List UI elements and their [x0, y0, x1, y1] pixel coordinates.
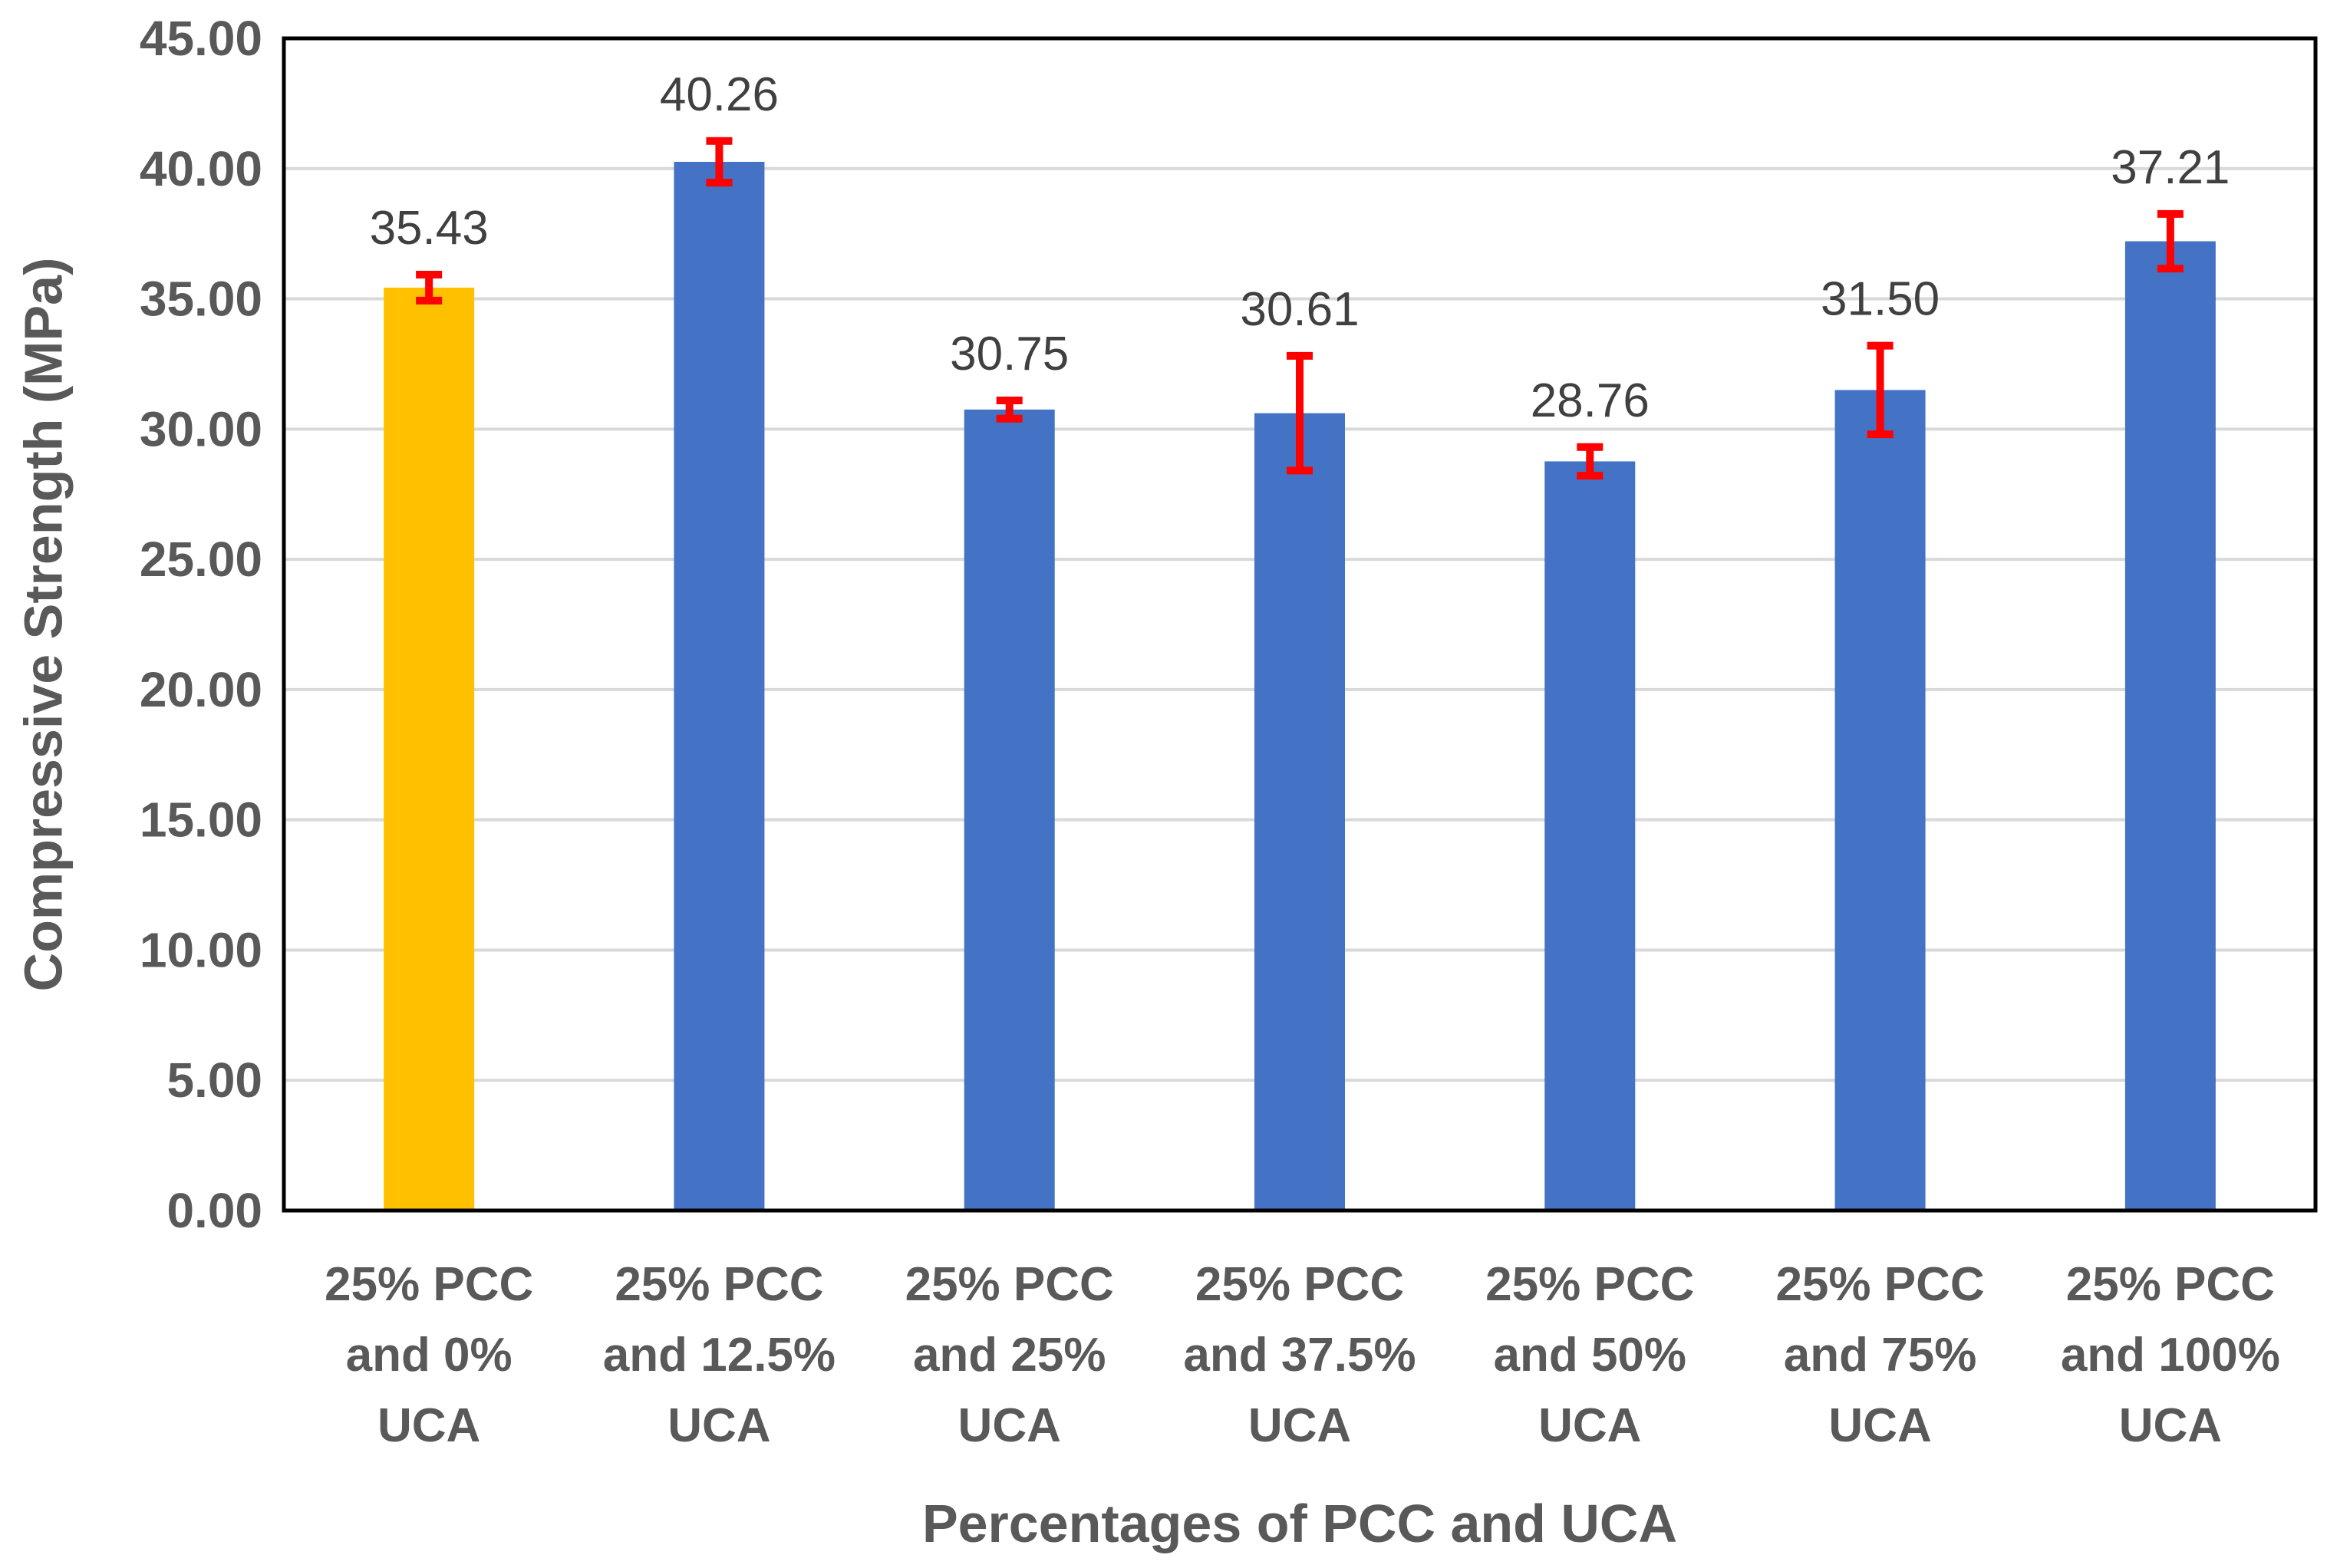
- bar: [1544, 461, 1636, 1211]
- x-tick-label: UCA: [377, 1399, 480, 1452]
- bar: [384, 287, 475, 1211]
- bar: [1834, 390, 1926, 1211]
- data-label: 30.61: [1240, 283, 1359, 336]
- bar: [674, 161, 765, 1211]
- plot-border: [282, 36, 2318, 1213]
- x-tick-label: UCA: [1248, 1399, 1351, 1452]
- data-label: 31.50: [1821, 273, 1940, 326]
- x-tick-label: 25% PCC: [905, 1258, 1114, 1311]
- y-axis-title: Compressive Strength (MPa): [13, 258, 73, 992]
- y-tick-label: 5.00: [166, 1052, 262, 1108]
- axes: [282, 36, 2318, 1213]
- x-tick-label: and 37.5%: [1183, 1329, 1416, 1382]
- error-bars: [416, 137, 2184, 480]
- x-tick-label: 25% PCC: [1195, 1258, 1404, 1311]
- x-tick-label: and 12.5%: [603, 1329, 836, 1382]
- x-tick-label: 25% PCC: [1775, 1258, 1984, 1311]
- x-tick-label: 25% PCC: [2066, 1258, 2275, 1311]
- data-label: 35.43: [370, 202, 489, 255]
- x-tick-label: UCA: [667, 1399, 770, 1452]
- y-tick-label: 10.00: [140, 922, 262, 977]
- x-tick-label: UCA: [958, 1399, 1061, 1452]
- y-tick-label: 35.00: [140, 272, 262, 327]
- x-tick-label: 25% PCC: [325, 1258, 533, 1311]
- y-tick-label: 30.00: [140, 401, 262, 456]
- y-tick-label: 40.00: [140, 141, 262, 196]
- data-label: 40.26: [660, 68, 779, 121]
- bar: [1254, 413, 1345, 1211]
- labels: 0.00 5.00 10.00 15.00 20.00 25.00 30.00 35.00 40…: [140, 11, 2280, 1452]
- y-tick-label: 20.00: [140, 662, 262, 717]
- x-axis-title: Percentages of PCC and UCA: [922, 1494, 1677, 1553]
- x-tick-label: and 0%: [346, 1329, 513, 1382]
- x-tick-label: and 75%: [1784, 1329, 1977, 1382]
- bar: [964, 409, 1055, 1211]
- x-tick-label: UCA: [2119, 1399, 2222, 1452]
- x-tick-label: and 50%: [1494, 1329, 1687, 1382]
- y-tick-label: 0.00: [166, 1183, 262, 1238]
- bar: [2124, 241, 2216, 1211]
- x-tick-label: and 100%: [2061, 1329, 2280, 1382]
- x-tick-label: 25% PCC: [1485, 1258, 1694, 1311]
- data-label: 28.76: [1531, 374, 1650, 427]
- x-tick-label: UCA: [1538, 1399, 1641, 1452]
- bars: [384, 161, 2216, 1211]
- y-tick-label: 25.00: [140, 532, 262, 587]
- y-tick-label: 15.00: [140, 792, 262, 848]
- x-tick-label: and 25%: [913, 1329, 1106, 1382]
- data-label: 37.21: [2111, 141, 2230, 194]
- x-tick-label: 25% PCC: [615, 1258, 823, 1311]
- y-tick-label: 45.00: [140, 11, 262, 66]
- data-label: 30.75: [950, 328, 1069, 380]
- x-tick-label: UCA: [1828, 1399, 1931, 1452]
